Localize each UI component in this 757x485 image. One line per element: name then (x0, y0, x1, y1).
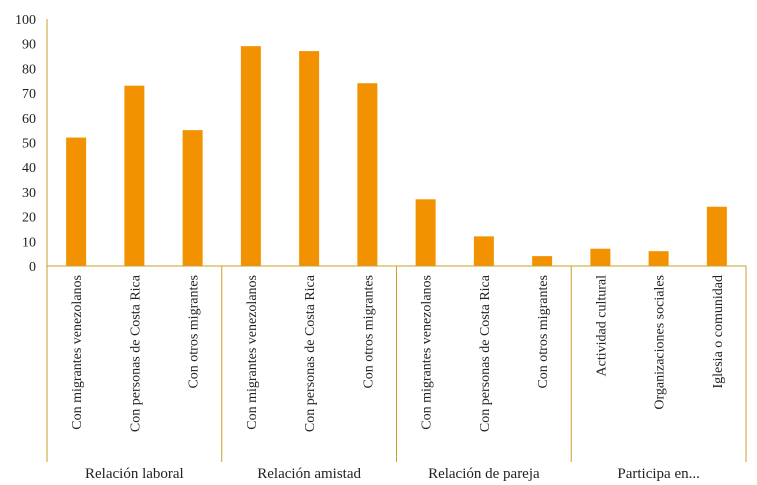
y-tick-label: 10 (22, 235, 36, 250)
bar (182, 130, 203, 266)
x-axis: Con migrantes venezolanos Con personas de… (46, 265, 747, 482)
y-tick-label: 60 (22, 112, 36, 127)
group-label: Relación amistad (257, 466, 361, 482)
category-label: Con otros migrantes (187, 275, 202, 389)
y-tick-label: 50 (22, 137, 36, 152)
category-label: Con migrantes venezolanos (245, 275, 260, 430)
bars (66, 46, 727, 266)
category-label: Actividad cultural (594, 275, 609, 377)
category-label: Con personas de Costa Rica (478, 274, 493, 432)
bar (357, 83, 378, 266)
y-axis: 0 10 20 30 40 50 60 70 80 90 100 (15, 13, 48, 275)
category-label: Con otros migrantes (536, 275, 551, 389)
y-tick-label: 0 (29, 260, 36, 275)
bar (473, 236, 494, 266)
bar (590, 248, 611, 266)
category-label: Organizaciones sociales (653, 275, 668, 410)
bar (415, 199, 436, 266)
y-tick-label: 100 (15, 13, 36, 28)
category-label: Con personas de Costa Rica (128, 274, 143, 432)
y-tick-label: 40 (22, 161, 36, 176)
category-label: Con personas de Costa Rica (303, 274, 318, 432)
bar (66, 137, 87, 266)
category-label: Con migrantes venezolanos (70, 275, 85, 430)
y-tick-label: 20 (22, 211, 36, 226)
bar (299, 51, 320, 266)
bar (532, 256, 553, 266)
bar (240, 46, 261, 266)
category-label: Con otros migrantes (361, 275, 376, 389)
bar (648, 251, 669, 266)
group-label: Relación de pareja (428, 466, 540, 482)
group-label: Participa en... (617, 466, 699, 482)
group-label: Relación laboral (85, 466, 184, 482)
y-tick-label: 90 (22, 38, 36, 53)
bar (706, 206, 727, 266)
y-tick-label: 30 (22, 186, 36, 201)
bar (124, 85, 145, 266)
category-label: Iglesia o comunidad (711, 275, 726, 389)
y-tick-label: 70 (22, 87, 36, 102)
y-tick-label: 80 (22, 62, 36, 77)
category-label: Con migrantes venezolanos (420, 275, 435, 430)
